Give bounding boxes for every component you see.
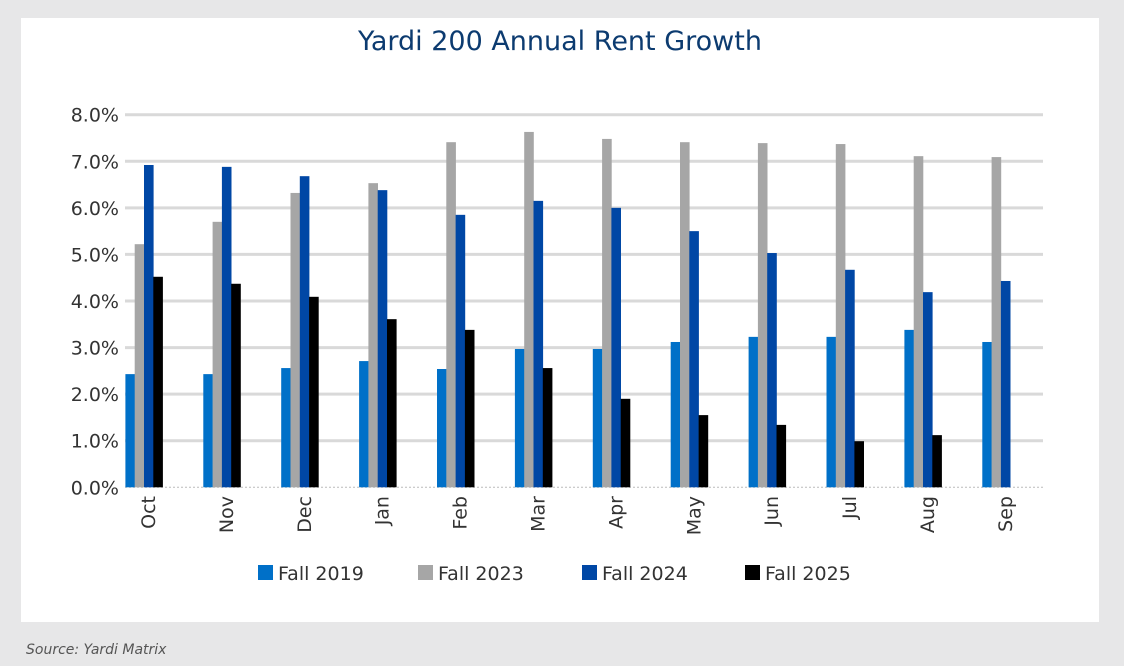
bar-fall-2023	[835, 144, 846, 488]
x-tick-label: Sep	[995, 496, 1017, 532]
bar-fall-2019	[826, 336, 837, 488]
legend-swatch	[258, 565, 273, 580]
bar-fall-2019	[748, 336, 759, 488]
bar-fall-2025	[387, 319, 397, 488]
y-tick-label: 1.0%	[71, 431, 119, 453]
bar-fall-2024	[144, 165, 154, 488]
bar-fall-2024	[455, 214, 466, 488]
bar-fall-2019	[437, 368, 447, 488]
x-tick-label: Jun	[761, 496, 783, 527]
x-tick-label: May	[683, 496, 705, 535]
legend-label: Fall 2023	[438, 563, 524, 585]
bar-fall-2023	[290, 192, 301, 488]
bar-fall-2025	[153, 276, 163, 488]
bar-fall-2025	[854, 441, 864, 488]
source-note: Source: Yardi Matrix	[26, 642, 167, 658]
bar-fall-2019	[670, 341, 681, 488]
bar-fall-2019	[125, 374, 135, 488]
bar-fall-2025	[620, 398, 631, 488]
legend-swatch	[745, 565, 760, 580]
bar-fall-2025	[698, 415, 709, 488]
bar-fall-2025	[776, 424, 787, 488]
bar-fall-2023	[524, 131, 534, 488]
bar-fall-2024	[767, 253, 777, 488]
bar-fall-2024	[221, 166, 232, 488]
bar-fall-2024	[1000, 280, 1011, 488]
y-tick-label: 7.0%	[71, 151, 119, 173]
bar-fall-2024	[845, 269, 855, 488]
x-tick-label: Feb	[450, 496, 472, 530]
x-tick-label: Jan	[372, 496, 394, 526]
y-tick-label: 5.0%	[71, 244, 119, 266]
x-tick-label: Oct	[138, 496, 160, 529]
legend-swatch	[582, 565, 597, 580]
legend-label: Fall 2025	[765, 563, 851, 585]
bar-fall-2025	[542, 368, 553, 488]
y-tick-label: 4.0%	[71, 291, 119, 313]
bar-fall-2019	[904, 329, 914, 488]
bar-fall-2024	[377, 190, 388, 488]
bar-fall-2024	[611, 207, 621, 488]
bar-fall-2023	[368, 183, 378, 488]
y-tick-label: 3.0%	[71, 338, 119, 360]
bar-fall-2025	[932, 435, 942, 488]
bar-fall-2023	[913, 156, 924, 488]
y-tick-label: 0.0%	[71, 477, 119, 499]
x-tick-label: Jul	[839, 496, 861, 520]
bar-fall-2023	[446, 142, 456, 488]
bar-fall-2019	[359, 361, 369, 488]
y-tick-label: 2.0%	[71, 384, 119, 406]
x-tick-label: Nov	[216, 496, 238, 533]
bar-fall-2019	[982, 341, 992, 488]
bar-fall-2023	[991, 157, 1002, 488]
bar-fall-2024	[689, 231, 699, 488]
bar-fall-2023	[212, 221, 223, 488]
x-tick-label: Mar	[528, 496, 550, 532]
y-tick-label: 6.0%	[71, 198, 119, 220]
bar-fall-2023	[757, 143, 768, 488]
bar-fall-2019	[203, 374, 213, 488]
bar-fall-2025	[464, 329, 475, 488]
bar-fall-2019	[592, 348, 603, 488]
y-tick-label: 8.0%	[71, 105, 119, 127]
bar-fall-2019	[281, 368, 291, 488]
x-tick-label: Apr	[605, 496, 627, 529]
legend-label: Fall 2024	[602, 563, 688, 585]
bar-fall-2023	[134, 244, 145, 488]
chart-title: Yardi 200 Annual Rent Growth	[358, 26, 762, 57]
bar-fall-2025	[309, 296, 319, 488]
x-tick-label: Dec	[294, 496, 316, 533]
bar-fall-2024	[923, 292, 933, 488]
bar-fall-2019	[514, 348, 525, 488]
x-tick-label: Aug	[917, 496, 939, 533]
bar-fall-2024	[533, 200, 544, 488]
legend-label: Fall 2019	[278, 563, 364, 585]
bar-fall-2024	[299, 176, 310, 488]
bar-fall-2023	[602, 138, 612, 488]
bar-fall-2023	[680, 142, 690, 488]
bar-fall-2025	[231, 283, 241, 488]
legend-swatch	[418, 565, 433, 580]
